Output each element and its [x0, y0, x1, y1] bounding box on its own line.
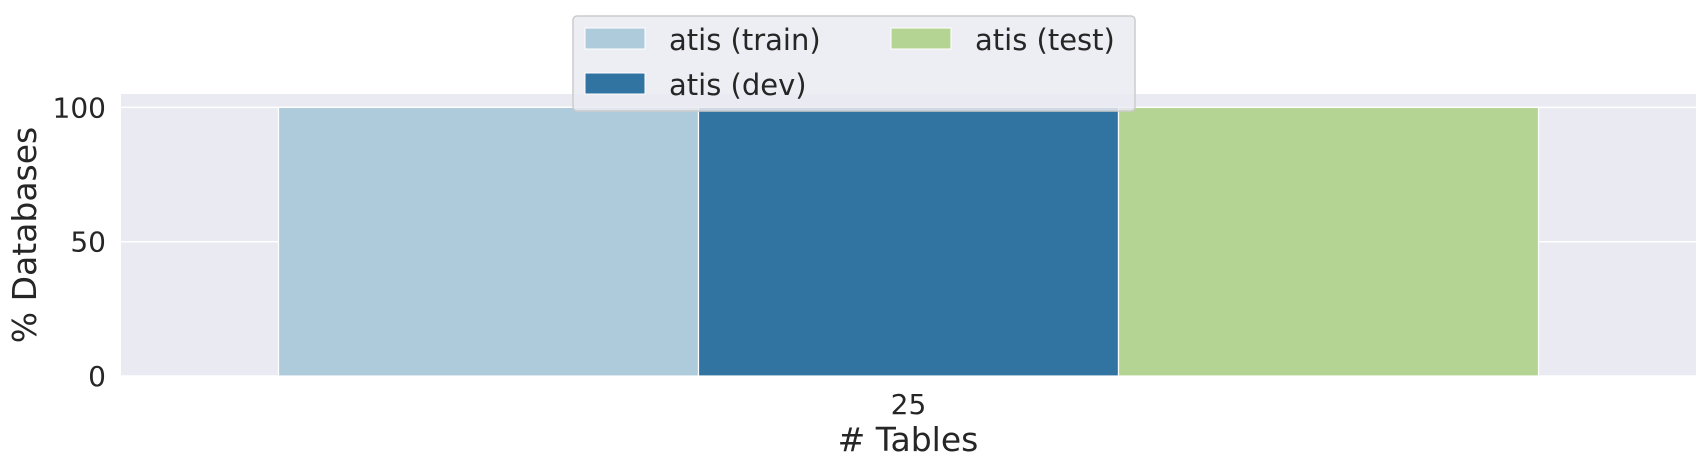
- x-axis-label: # Tables: [838, 420, 979, 459]
- y-axis-label: % Databases: [5, 127, 44, 344]
- x-tick-label: 25: [891, 388, 927, 421]
- bar-atis-train: [277, 106, 700, 377]
- legend-box: [572, 15, 1136, 112]
- legend: atis (train) atis (dev) atis (test): [572, 15, 1136, 112]
- y-tick-labels: 0 50 100: [53, 91, 106, 393]
- legend-label: atis (dev): [669, 68, 807, 102]
- y-tick-label: 50: [70, 226, 106, 259]
- y-tick-label: 0: [88, 360, 106, 393]
- bar-atis-test: [1117, 106, 1540, 377]
- y-tick-label: 100: [53, 91, 106, 124]
- legend-label: atis (test): [975, 23, 1115, 57]
- legend-swatch: [584, 27, 646, 50]
- legend-swatch: [890, 27, 952, 50]
- bar-atis-dev: [697, 106, 1120, 377]
- legend-swatch: [584, 72, 646, 95]
- x-tick-labels: 25: [891, 388, 927, 421]
- bars: [277, 106, 1540, 377]
- legend-label: atis (train): [669, 23, 821, 57]
